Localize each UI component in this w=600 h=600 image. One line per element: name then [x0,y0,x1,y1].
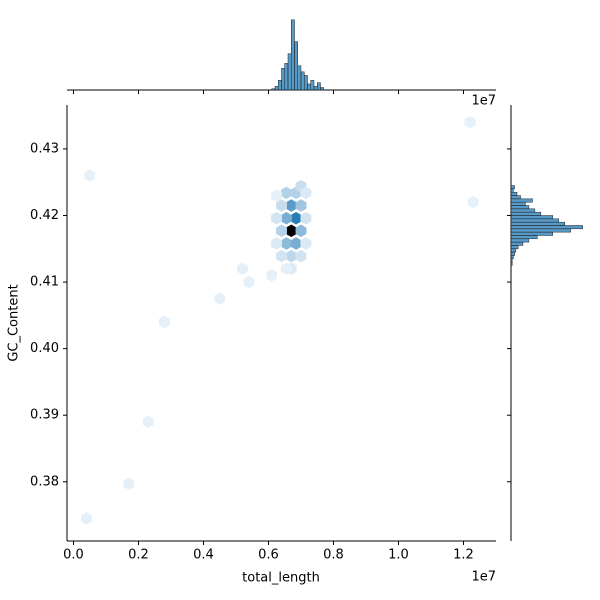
histogram-bar [287,53,292,91]
histogram-bar [313,86,318,91]
histogram-bar [510,218,559,223]
hex-cell [123,477,135,491]
hex-cell [295,249,307,263]
histogram-bar [510,221,565,226]
histogram-bar [278,80,282,91]
hex-cell [464,116,476,129]
hex-cell [159,315,170,329]
y-tick-label: 0.40 [30,341,59,356]
x-tick-label: 1.2 [453,548,474,563]
histogram-bar [304,75,308,91]
hex-cell [290,237,302,250]
hex-cell [295,199,307,212]
hex-cell [290,211,302,225]
hex-cell [467,195,479,209]
histogram-bar [300,71,305,91]
x-axis-label: total_length [242,571,320,586]
hex-cell [285,199,297,212]
histogram-bar [284,63,289,91]
histogram-bar [510,235,538,240]
hex-cell [276,199,287,212]
histogram-bar [510,248,517,253]
histogram-bar [510,255,514,260]
histogram-bar [510,241,524,246]
hex-cell [280,262,292,275]
histogram-bar [510,261,513,266]
histogram-bar [510,238,530,243]
hex-cell [84,169,96,182]
hex-cell [276,224,287,238]
hex-cell [285,224,297,238]
hex-cell [271,237,283,250]
hex-cell [214,292,226,305]
histogram-bar [510,211,542,216]
hex-cell [280,237,292,250]
y-tick-label: 0.41 [30,275,59,290]
y-tick-label: 0.43 [30,141,59,156]
y-tick-label: 0.42 [30,208,59,223]
y-tick-label: 0.39 [30,408,59,423]
histogram-bar [510,245,519,250]
hex-cell [142,415,154,429]
y-tick-label: 0.38 [30,474,59,489]
x-tick-label: 1.0 [388,548,409,563]
hex-cell [271,211,283,225]
y-axis-label: GC_Content [7,284,22,361]
x-tick-label: 0.4 [193,548,214,563]
x-tick-label: 0.6 [258,548,279,563]
hex-cell [300,237,312,250]
hex-cell [271,189,283,202]
hex-cell [266,269,278,282]
histogram-bar [510,225,583,230]
x-tick-label: 0.2 [128,548,149,563]
hex-cell [280,186,292,200]
histogram-bar [510,228,571,233]
histogram-bar [510,191,518,196]
hex-cell [280,211,292,225]
hex-cell [243,275,255,289]
histogram-bar [510,195,521,200]
histogram-bar [510,201,526,206]
histogram-bar [297,65,302,91]
hex-cell [300,186,312,200]
histogram-bar [510,185,515,190]
histogram-bar [310,80,315,91]
hex-cell [81,512,92,525]
histogram-bar [291,19,295,91]
histogram-bar [271,88,276,91]
hex-cell [276,249,287,263]
histogram-bar [510,208,536,213]
histogram-bar [510,231,554,236]
histogram-bar [510,258,513,263]
histogram-bar [274,86,279,91]
histogram-bar [510,205,530,210]
histogram-bar [510,251,515,256]
histogram-bar [281,67,285,91]
histogram-bar [510,215,554,220]
histogram-bar [317,82,321,91]
histogram-bar [307,83,311,91]
hex-cell [295,224,307,238]
hex-cell [285,249,297,263]
hex-cell [300,211,312,225]
histogram-bar [294,41,298,91]
histogram-bar [510,198,533,203]
x-tick-label: 0.8 [323,548,344,563]
histogram-bar [320,87,324,91]
hex-cell [237,262,248,275]
histogram-bar [510,188,514,193]
x-tick-label: 0.0 [63,548,84,563]
offset-text: 1e7 [471,94,496,109]
offset-text: 1e7 [471,570,496,585]
